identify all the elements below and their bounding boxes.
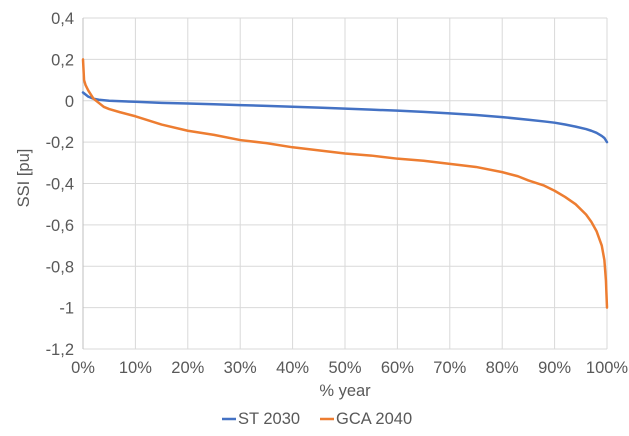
- series-line-1: [81, 91, 609, 144]
- legend: ST 2030 GCA 2040: [222, 410, 412, 428]
- x-tick-label: 40%: [276, 359, 309, 377]
- x-tick-label: 10%: [119, 359, 152, 377]
- y-tick-label: -0,2: [46, 134, 74, 152]
- y-tick-label: -0,8: [46, 258, 74, 276]
- x-tick-label: 80%: [486, 359, 519, 377]
- series-lines: [81, 58, 609, 309]
- y-tick-label: -0,6: [46, 217, 74, 235]
- x-tick-label: 30%: [224, 359, 257, 377]
- y-axis-title: SSI [pu]: [15, 149, 33, 208]
- legend-label-2: GCA 2040: [336, 410, 412, 428]
- x-axis-title: % year: [319, 382, 371, 400]
- tick-labels: 0% 10% 20% 30% 40% 50% 60% 70% 80% 90% 100% 0,4 0,2 0…: [46, 10, 629, 377]
- series-line-2: [81, 58, 609, 309]
- y-tick-label: 0,4: [51, 10, 74, 28]
- legend-label-1: ST 2030: [238, 410, 300, 428]
- x-tick-label: 0%: [71, 359, 95, 377]
- x-tick-label: 90%: [538, 359, 571, 377]
- grid: [83, 17, 608, 350]
- y-tick-label: 0: [65, 93, 74, 111]
- y-tick-label: -0,4: [46, 176, 74, 194]
- y-tick-label: -1: [59, 300, 74, 318]
- x-tick-label: 50%: [328, 359, 361, 377]
- x-tick-label: 60%: [381, 359, 414, 377]
- y-tick-label: 0,2: [51, 51, 74, 69]
- x-tick-label: 70%: [433, 359, 466, 377]
- x-tick-label: 100%: [586, 359, 629, 377]
- y-tick-label: -1,2: [46, 341, 74, 359]
- x-tick-label: 20%: [171, 359, 204, 377]
